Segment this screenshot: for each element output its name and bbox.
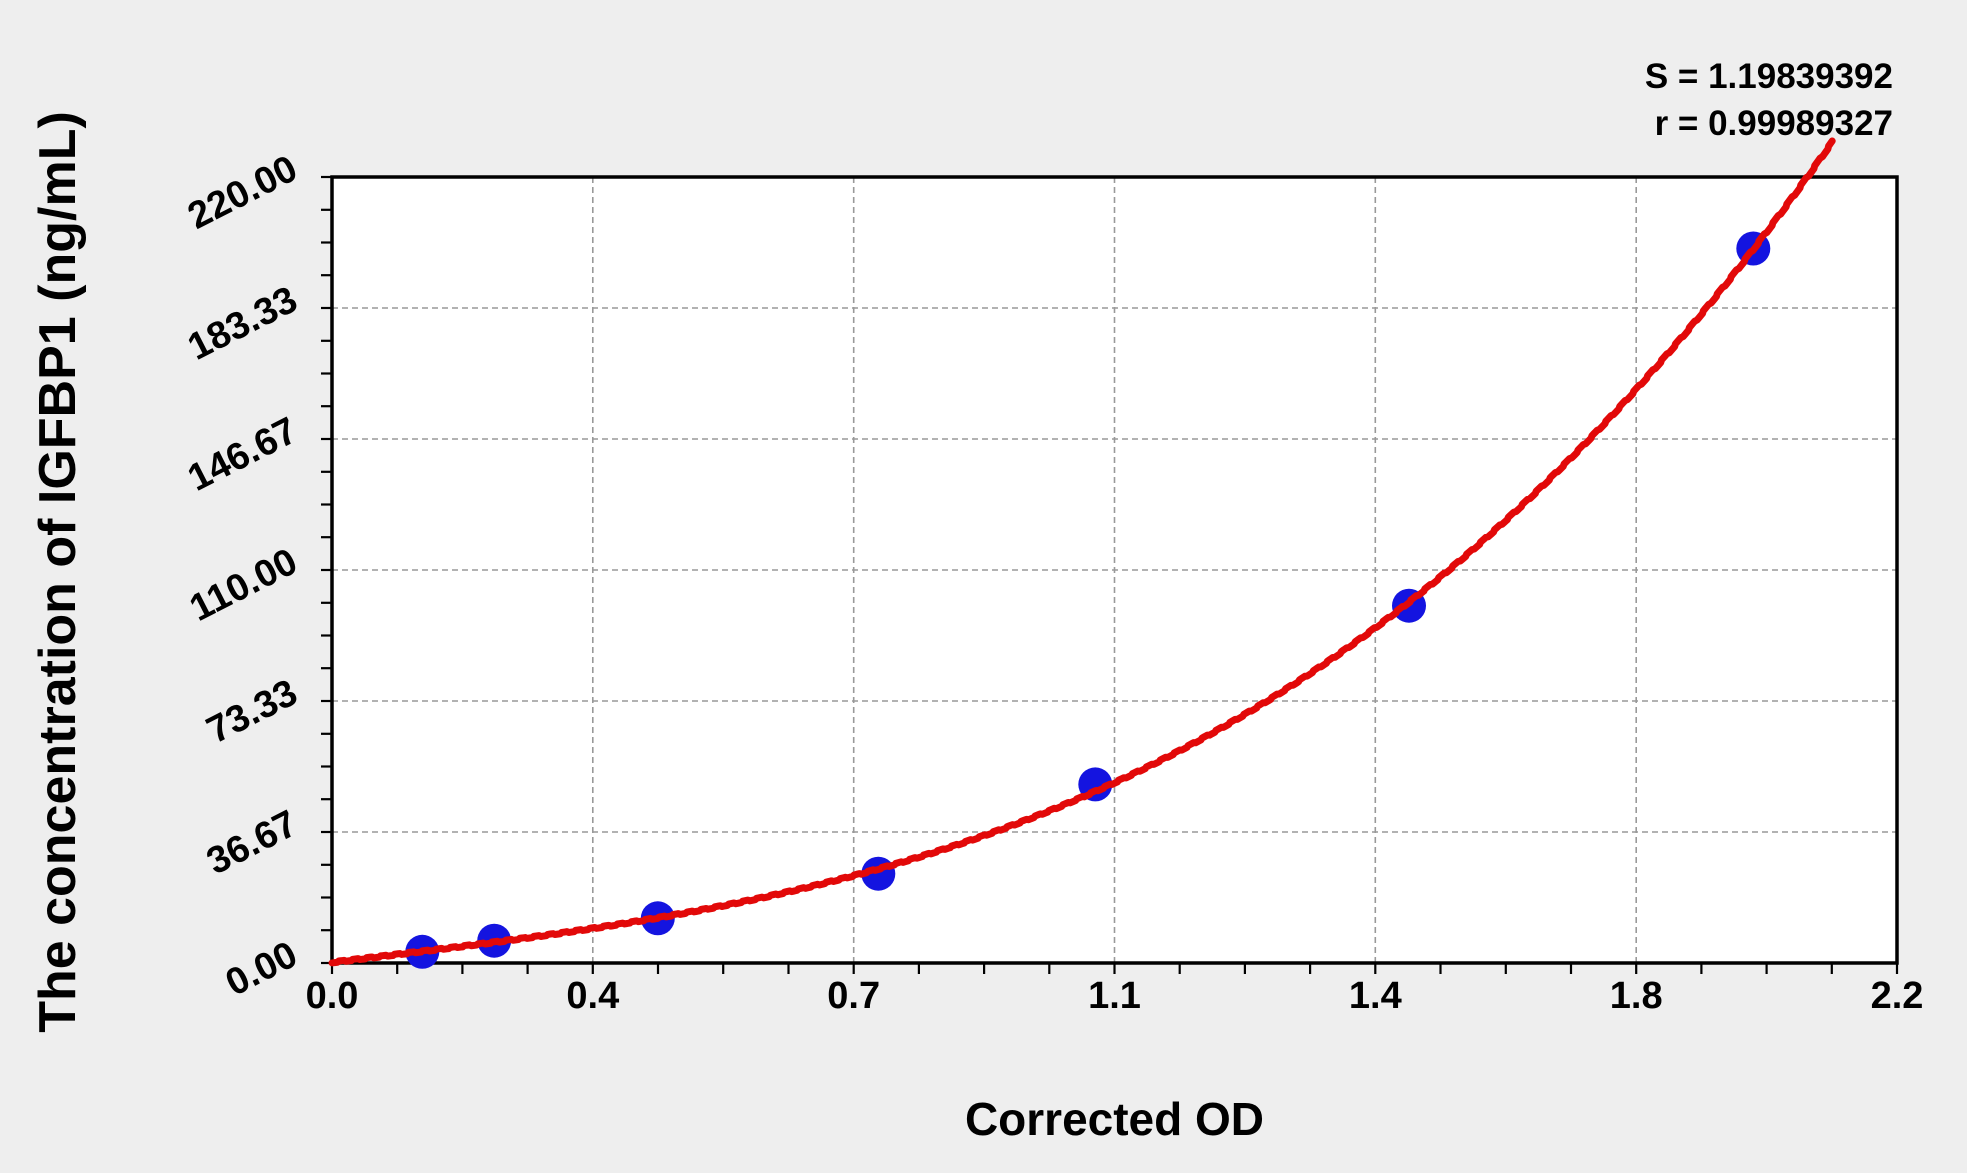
svg-text:0.4: 0.4: [566, 975, 619, 1017]
svg-text:The concentration of IGFBP1 (n: The concentration of IGFBP1 (ng/mL): [29, 111, 87, 1033]
svg-text:Corrected OD: Corrected OD: [965, 1093, 1264, 1145]
svg-text:S = 1.19839392: S = 1.19839392: [1645, 57, 1893, 96]
svg-text:1.8: 1.8: [1610, 975, 1663, 1017]
svg-text:0.7: 0.7: [827, 975, 880, 1017]
svg-text:2.2: 2.2: [1871, 975, 1924, 1017]
svg-text:1.1: 1.1: [1088, 975, 1141, 1017]
svg-text:0.0: 0.0: [306, 975, 359, 1017]
svg-text:r = 0.99989327: r = 0.99989327: [1655, 104, 1893, 143]
svg-text:1.4: 1.4: [1349, 975, 1402, 1017]
